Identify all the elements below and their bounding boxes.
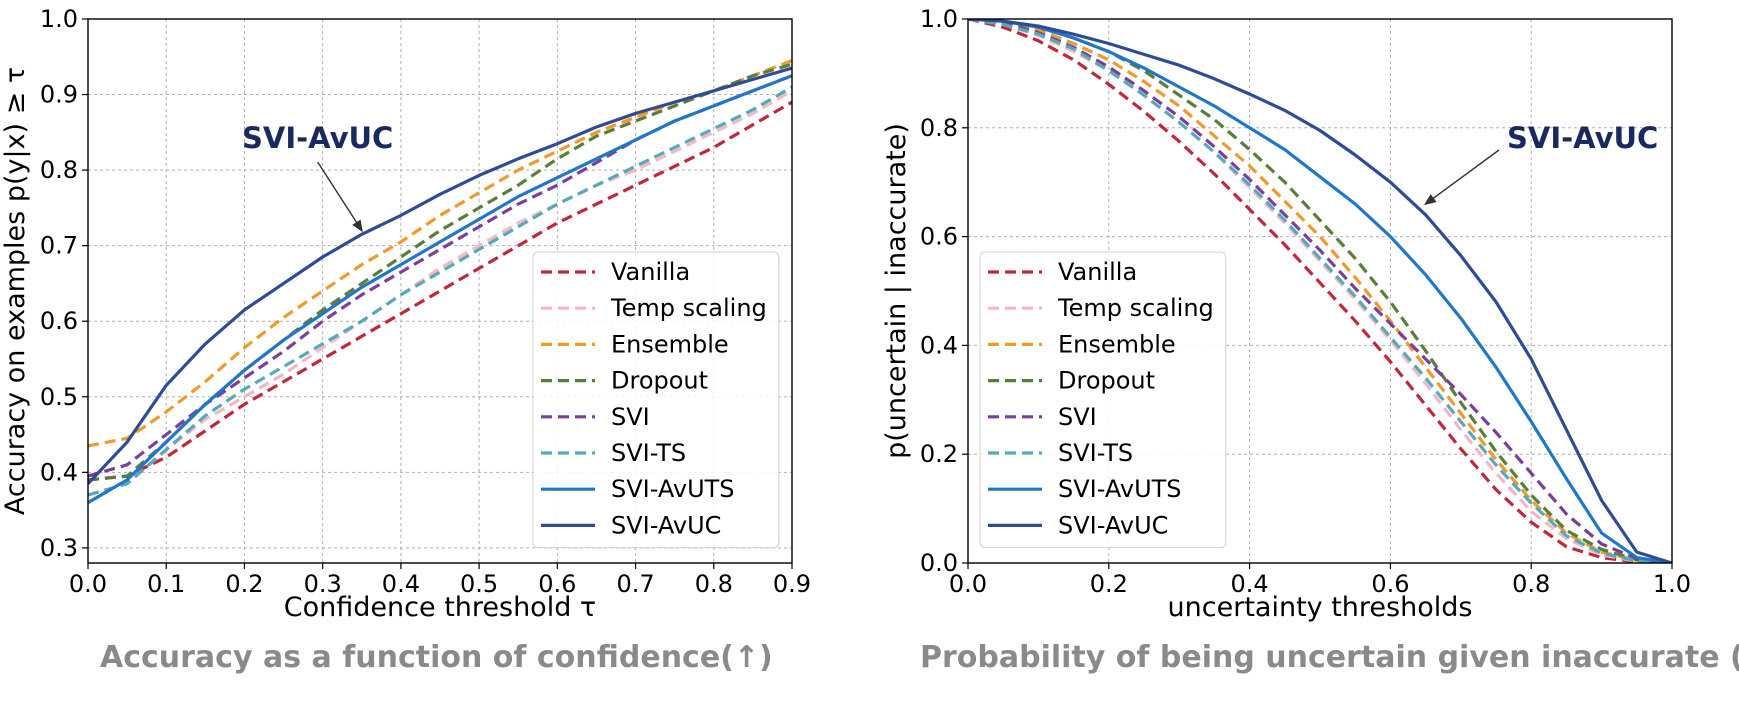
- annotation-label: SVI-AvUC: [1507, 121, 1658, 155]
- x-tick-label: 0.4: [1231, 570, 1269, 598]
- y-tick-label: 0.4: [920, 331, 958, 359]
- annotation-arrow: [317, 161, 363, 233]
- legend-label: SVI: [1058, 403, 1097, 431]
- legend-label: SVI-AvUTS: [1058, 475, 1182, 503]
- series-line-vanilla: [968, 19, 1672, 563]
- series-line-vanilla: [88, 100, 792, 482]
- y-tick-label: 0.5: [40, 383, 78, 411]
- legend-label: Ensemble: [611, 330, 729, 358]
- x-axis-label: Confidence threshold τ: [284, 592, 596, 623]
- legend-label: SVI-TS: [1058, 439, 1133, 467]
- x-tick-label: 0.9: [773, 570, 811, 598]
- x-tick-label: 0.1: [147, 570, 185, 598]
- x-tick-label: 1.0: [1653, 570, 1691, 598]
- y-tick-label: 0.2: [920, 440, 958, 468]
- legend-label: SVI-TS: [611, 439, 686, 467]
- legend: Vanilla Temp scaling Ensemble Dropout SVI SVI…: [979, 251, 1227, 549]
- legend-label: Dropout: [611, 367, 708, 395]
- y-tick-label: 0.7: [40, 232, 78, 260]
- series-group: [968, 19, 1672, 563]
- chart-right: 0.0 0.2 0.4 0.6 0.8 1.0 0.0 0.2 0.4 0.6 0.8 1.0 unce…: [881, 5, 1691, 623]
- y-axis-label: p(uncertain | inaccurate): [881, 123, 912, 459]
- annotation-label: SVI-AvUC: [242, 121, 393, 155]
- x-tick-label: 0.2: [225, 570, 263, 598]
- y-tick-label: 0.8: [920, 114, 958, 142]
- annotation-arrow: [1423, 149, 1500, 206]
- x-tick-label: 0.6: [1371, 570, 1409, 598]
- legend-label: Vanilla: [611, 258, 690, 286]
- series-line-temp-scaling: [88, 89, 792, 497]
- series-line-svi-ts: [968, 19, 1672, 563]
- x-tick-label: 0.8: [1512, 570, 1550, 598]
- legend-box: [532, 251, 780, 549]
- x-tick-label: 0.3: [304, 570, 342, 598]
- x-tick-label: 0.5: [460, 570, 498, 598]
- series-line-svi-ts: [88, 85, 792, 497]
- x-tick-label: 0.7: [616, 570, 654, 598]
- y-tick-label: 0.8: [40, 156, 78, 184]
- series-line-svi-avuc: [968, 19, 1672, 563]
- x-tick-label: 0.4: [382, 570, 420, 598]
- legend-label: SVI-AvUC: [1058, 511, 1168, 539]
- y-tick-label: 0.9: [40, 81, 78, 109]
- x-axis-label: uncertainty thresholds: [1168, 592, 1473, 623]
- x-tick-label: 0.2: [1090, 570, 1128, 598]
- x-tick-label: 0.0: [69, 570, 107, 598]
- caption-right: Probability of being uncertain given ina…: [920, 640, 1739, 675]
- x-tick-label: 0.0: [949, 570, 987, 598]
- legend-label: Ensemble: [1058, 330, 1176, 358]
- plot-frame: [87, 18, 793, 564]
- y-tick-label: 0.0: [920, 549, 958, 577]
- legend-label: SVI-AvUTS: [611, 475, 735, 503]
- legend: Vanilla Temp scaling Ensemble Dropout SVI SVI…: [532, 251, 780, 549]
- caption-left: Accuracy as a function of confidence(↑): [100, 640, 773, 675]
- legend-label: Temp scaling: [610, 294, 767, 322]
- x-tick-label: 0.6: [538, 570, 576, 598]
- y-axis-label: Accuracy on examples p(y|x) ≥ τ: [0, 67, 31, 515]
- series-group: [88, 59, 792, 504]
- legend-label: Dropout: [1058, 367, 1155, 395]
- x-tick-label: 0.8: [695, 570, 733, 598]
- series-line-svi: [968, 19, 1672, 563]
- legend-label: SVI: [611, 403, 650, 431]
- chart-left: 0.0 0.1 0.2 0.3 0.4 0.5 0.6 0.7 0.8 0.9 0.3 0.4 0.5 0…: [0, 5, 811, 623]
- legend-box: [979, 251, 1227, 549]
- plot-frame: [967, 18, 1673, 564]
- legend-label: SVI-AvUC: [611, 511, 721, 539]
- series-line-svi-avuts: [968, 19, 1672, 563]
- y-tick-label: 1.0: [920, 5, 958, 33]
- legend-label: Vanilla: [1058, 258, 1137, 286]
- y-tick-label: 1.0: [40, 5, 78, 33]
- series-line-svi-avuc: [88, 66, 792, 485]
- series-line-ensemble: [968, 19, 1672, 563]
- series-line-svi-avuts: [88, 74, 792, 504]
- y-tick-label: 0.4: [40, 458, 78, 486]
- y-tick-label: 0.6: [920, 223, 958, 251]
- y-tick-label: 0.3: [40, 534, 78, 562]
- y-tick-label: 0.6: [40, 307, 78, 335]
- legend-label: Temp scaling: [1057, 294, 1214, 322]
